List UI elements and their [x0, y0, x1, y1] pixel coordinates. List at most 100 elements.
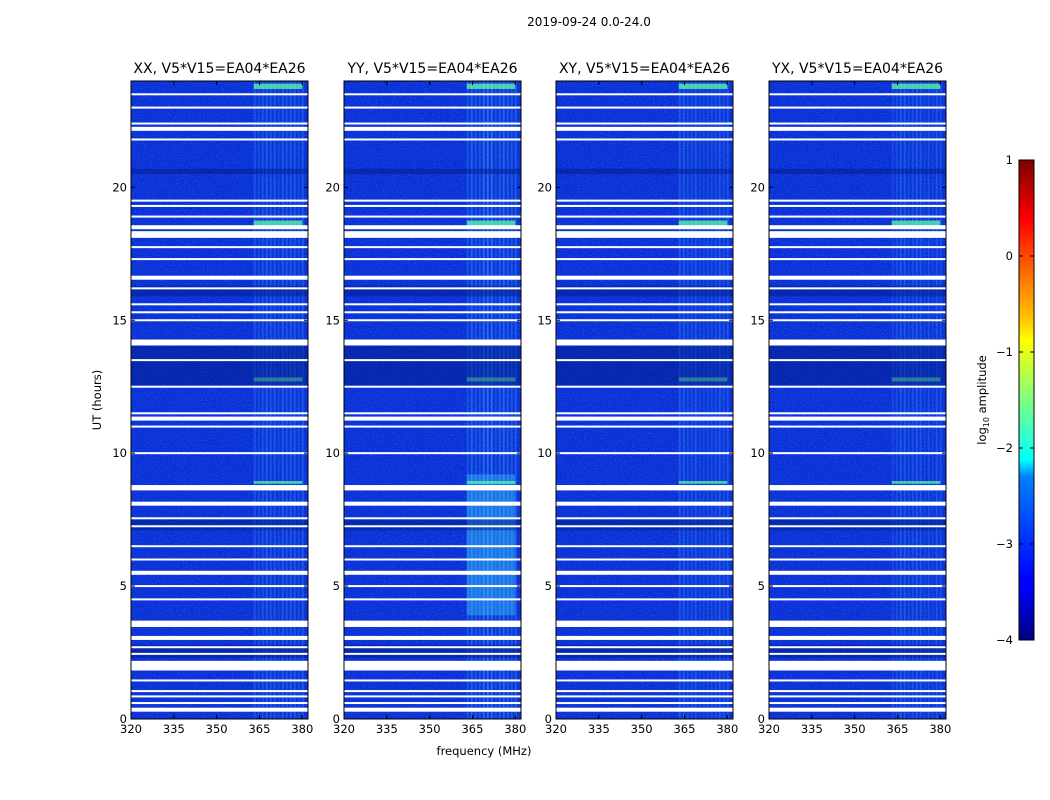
flagged-row: [556, 246, 733, 249]
flagged-row: [769, 416, 946, 421]
flagged-row: [556, 525, 733, 528]
flagged-row: [769, 545, 946, 548]
flagged-row: [769, 646, 946, 649]
flagged-row: [769, 215, 946, 218]
flagged-row: [556, 287, 733, 290]
flagged-row: [769, 525, 946, 528]
y-tick-label: 5: [120, 579, 127, 593]
bright-band: [678, 481, 728, 484]
rfi-streak: [474, 81, 477, 719]
flagged-row: [131, 545, 308, 548]
flagged-row: [131, 204, 308, 207]
flagged-row: [131, 412, 308, 415]
rfi-streak: [498, 81, 501, 719]
flagged-row: [344, 275, 521, 280]
colorbar-label-sub: 10: [982, 417, 991, 427]
x-tick-label: 365: [248, 722, 270, 736]
flagged-row: [769, 585, 946, 588]
rfi-streak: [718, 81, 721, 719]
x-tick-label: 380: [291, 722, 313, 736]
panel-title: XY, V5*V15=EA04*EA26: [559, 61, 730, 77]
flagged-row: [556, 225, 733, 230]
rfi-streak: [253, 81, 256, 719]
flagged-row: [344, 204, 521, 207]
flagged-row: [344, 215, 521, 218]
rfi-streak: [923, 81, 926, 719]
x-tick-label: 335: [376, 722, 398, 736]
flagged-row: [344, 122, 521, 125]
flagged-row: [556, 545, 733, 548]
y-tick-label: 0: [545, 712, 552, 726]
rfi-streak: [502, 81, 505, 719]
flagged-row: [344, 258, 521, 261]
bright-band: [253, 83, 303, 89]
flagged-block: [556, 661, 733, 668]
rfi-streak: [678, 81, 681, 719]
y-tick-label: 20: [112, 180, 127, 194]
x-tick-label: 335: [163, 722, 185, 736]
rfi-streak: [506, 81, 509, 719]
flagged-row: [131, 225, 308, 230]
dark-band: [344, 285, 521, 297]
flagged-row: [344, 311, 521, 314]
flagged-block: [769, 620, 946, 626]
y-tick-label: 10: [750, 446, 765, 460]
flagged-row: [769, 707, 946, 712]
bright-band: [891, 481, 941, 484]
flagged-row: [344, 319, 521, 322]
flagged-row: [131, 525, 308, 528]
flagged-row: [131, 311, 308, 314]
colorbar-label: log10 amplitude: [975, 355, 991, 445]
flagged-row: [769, 311, 946, 314]
flagged-block: [556, 620, 733, 626]
flagged-row: [769, 412, 946, 415]
flagged-row: [344, 695, 521, 698]
rfi-streak: [931, 81, 934, 719]
x-tick-label: 320: [758, 722, 780, 736]
dark-band: [131, 168, 308, 175]
flagged-row: [769, 359, 946, 362]
y-tick-label: 0: [758, 712, 765, 726]
panel-title: YY, V5*V15=EA04*EA26: [346, 61, 517, 77]
flagged-row: [344, 303, 521, 306]
panel-frame: [130, 80, 309, 720]
bright-band: [678, 220, 728, 228]
flagged-block: [131, 620, 308, 626]
flagged-row: [769, 225, 946, 230]
dark-band: [556, 285, 733, 297]
bright-band: [466, 481, 516, 484]
flagged-row: [131, 690, 308, 693]
x-tick-label: 335: [588, 722, 610, 736]
flagged-row: [769, 690, 946, 693]
rfi-streak: [702, 81, 705, 719]
flagged-row: [556, 585, 733, 588]
dark-band: [556, 345, 733, 386]
flagged-row: [131, 275, 308, 280]
rfi-streak: [895, 81, 898, 719]
rfi-streak: [273, 81, 276, 719]
flagged-row: [769, 199, 946, 202]
x-tick-label: 365: [461, 722, 483, 736]
y-tick-label: 10: [325, 446, 340, 460]
flagged-row: [556, 570, 733, 575]
flagged-row: [131, 707, 308, 712]
flagged-row: [131, 635, 308, 640]
panel-yx: YX, V5*V15=EA04*EA26 320 335 350 365 380 0 5 10 1…: [750, 61, 951, 736]
rfi-block: [466, 474, 516, 616]
rfi-streak: [293, 81, 296, 719]
rfi-streak: [301, 81, 304, 719]
flagged-row: [556, 311, 733, 314]
flagged-block: [769, 485, 946, 491]
y-tick-label: 15: [750, 313, 765, 327]
flagged-row: [556, 122, 733, 125]
y-axis-label: UT (hours): [90, 370, 104, 430]
flagged-row: [556, 126, 733, 131]
rfi-streak: [277, 81, 280, 719]
panel-frame: [768, 80, 947, 720]
flagged-row: [344, 385, 521, 388]
flagged-row: [131, 425, 308, 428]
flagged-block: [131, 231, 308, 238]
flagged-row: [556, 598, 733, 601]
flagged-row: [769, 570, 946, 575]
flagged-row: [344, 425, 521, 428]
